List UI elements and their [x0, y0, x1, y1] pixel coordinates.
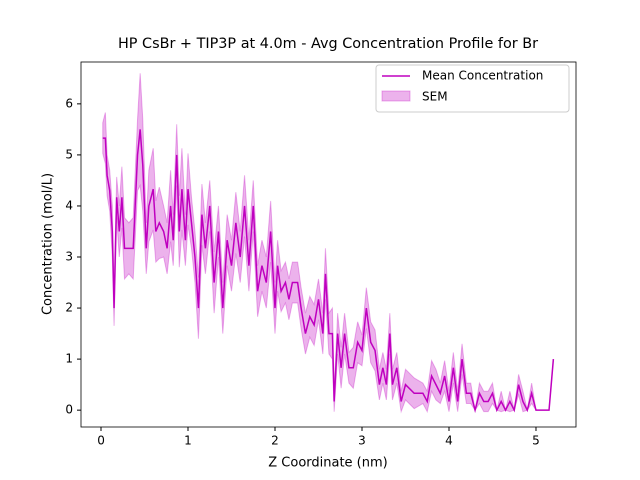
y-axis-label: Concentration (mol/L): [41, 173, 56, 315]
y-tick-label: 2: [65, 301, 73, 315]
y-tick-label: 0: [65, 403, 73, 417]
legend-label: Mean Concentration: [422, 69, 543, 83]
x-tick-label: 4: [445, 434, 453, 448]
mean-line: [102, 129, 555, 414]
y-tick-label: 5: [65, 147, 73, 161]
y-tick-label: 3: [65, 250, 73, 264]
legend-label: SEM: [422, 90, 448, 104]
legend-patch: [381, 90, 411, 102]
sem-band: [102, 73, 554, 414]
x-tick-label: 3: [358, 434, 366, 448]
plot-frame: [80, 61, 577, 428]
x-tick-label: 0: [97, 434, 105, 448]
y-tick-label: 6: [65, 96, 73, 110]
y-tick-label: 4: [65, 198, 73, 212]
chart-title: HP CsBr + TIP3P at 4.0m - Avg Concentrat…: [118, 36, 538, 52]
x-tick-label: 2: [271, 434, 279, 448]
legend-box: [375, 64, 570, 113]
x-tick-label: 5: [532, 434, 540, 448]
y-tick-label: 1: [65, 352, 73, 366]
x-axis-label: Z Coordinate (nm): [268, 456, 387, 471]
x-tick-label: 1: [184, 434, 192, 448]
